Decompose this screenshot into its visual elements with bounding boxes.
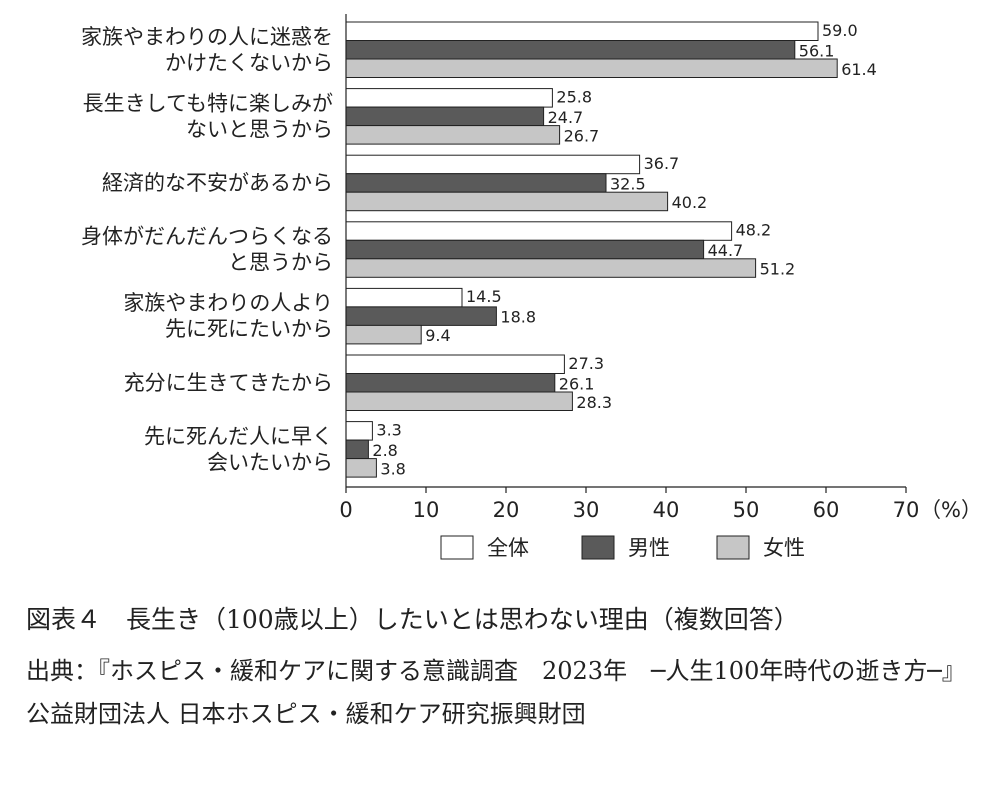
legend-swatch-3	[716, 535, 750, 560]
value-label: 44.7	[708, 241, 744, 260]
value-label: 2.8	[372, 441, 397, 460]
value-label: 61.4	[841, 60, 877, 79]
value-label: 59.0	[822, 21, 858, 40]
bar-1	[345, 421, 373, 441]
x-tick-label: 60	[813, 498, 840, 522]
bar-1	[345, 21, 819, 41]
figure-caption: 図表４ 長生き（100歳以上）したいとは思わない理由（複数回答）	[26, 605, 799, 634]
category-label: 家族やまわりの人より	[123, 291, 333, 315]
bar-1	[345, 88, 553, 108]
bar-3	[345, 125, 561, 145]
x-tick-label: 70	[893, 498, 920, 522]
value-label: 28.3	[576, 393, 612, 412]
category-label: ないと思うから	[186, 117, 333, 141]
value-label: 26.7	[564, 126, 600, 145]
x-tick-label: 40	[653, 498, 680, 522]
bar-1	[345, 221, 733, 241]
x-tick-label: 30	[573, 498, 600, 522]
category-label: 会いたいから	[207, 450, 333, 474]
category-label: と思うから	[228, 251, 333, 275]
legend-swatch-1	[440, 535, 474, 560]
value-label: 48.2	[736, 221, 772, 240]
value-label: 56.1	[799, 41, 835, 60]
value-label: 18.8	[500, 308, 536, 327]
bar-1	[345, 154, 641, 175]
category-label: 先に死んだ人に早く	[144, 424, 333, 448]
bar-1	[345, 287, 463, 308]
value-label: 24.7	[548, 108, 584, 127]
category-label: 長生きしても特に楽しみが	[83, 91, 333, 115]
legend-label: 女性	[763, 536, 805, 560]
value-label: 36.7	[644, 154, 680, 173]
legend-label: 男性	[628, 536, 670, 560]
category-label: 充分に生きてきたから	[124, 371, 333, 395]
x-tick-label: 20	[493, 498, 520, 522]
bar-3	[345, 191, 669, 212]
bar-1	[345, 354, 565, 374]
bar-3	[345, 391, 573, 411]
value-label: 26.1	[559, 374, 595, 393]
source-citation: 出典：『ホスピス・緩和ケアに関する意識調査 2023年 ─人生100年時代の逝き…	[26, 657, 966, 728]
value-label: 32.5	[610, 174, 646, 193]
category-label: 身体がだんだんつらくなる	[81, 225, 333, 249]
bar-3	[345, 324, 422, 345]
value-label: 3.8	[380, 459, 405, 478]
value-label: 25.8	[556, 87, 592, 106]
category-label: 先に死にたいから	[165, 317, 333, 341]
bar-2	[345, 106, 545, 127]
bar-3	[345, 458, 377, 478]
x-axis-unit: （%）	[920, 498, 982, 522]
value-label: 27.3	[568, 354, 604, 373]
value-label: 3.3	[376, 420, 401, 439]
bar-2	[345, 239, 705, 260]
bar-2	[345, 173, 607, 193]
legend-swatch-2	[581, 535, 615, 560]
bar-2	[345, 439, 369, 460]
value-label: 51.2	[760, 260, 796, 279]
x-tick-label: 10	[413, 498, 440, 522]
bar-2	[345, 40, 796, 60]
category-label: 家族やまわりの人に迷惑を	[81, 25, 333, 49]
x-tick-label: 0	[339, 498, 352, 522]
value-label: 14.5	[466, 287, 502, 306]
value-label: 9.4	[425, 326, 450, 345]
bar-2	[345, 306, 497, 326]
bar-2	[345, 373, 556, 393]
bar-3	[345, 258, 757, 278]
value-label: 40.2	[672, 193, 708, 212]
category-label: かけたくないから	[165, 51, 333, 75]
legend-label: 全体	[487, 536, 529, 560]
category-label: 経済的な不安があるから	[102, 171, 333, 195]
bar-3	[345, 58, 838, 78]
x-tick-label: 50	[733, 498, 760, 522]
